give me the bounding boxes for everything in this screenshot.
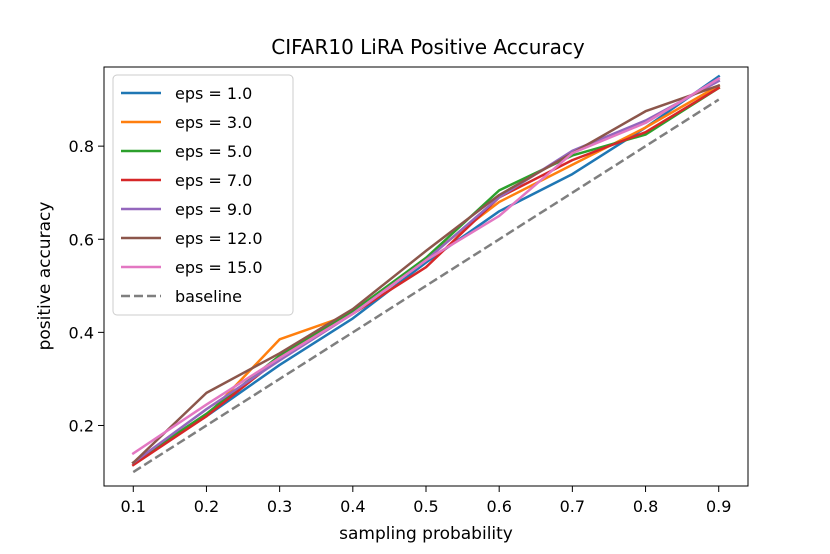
- series-line-0: [131, 74, 721, 465]
- legend-label-0: eps = 1.0: [175, 84, 252, 103]
- series-line-7: [132, 98, 720, 474]
- chart-title: CIFAR10 LiRA Positive Accuracy: [271, 35, 585, 59]
- x-tick-label: 0.6: [486, 497, 511, 516]
- legend-label-1: eps = 3.0: [175, 113, 252, 132]
- series-line-6: [131, 76, 721, 456]
- series-line-3: [131, 86, 721, 467]
- y-tick-label: 0.6: [69, 230, 94, 249]
- x-tick-label: 0.5: [413, 497, 438, 516]
- x-tick-label: 0.3: [267, 497, 292, 516]
- x-tick-label: 0.1: [121, 497, 146, 516]
- legend-label-6: eps = 15.0: [175, 258, 263, 277]
- x-tick-label: 0.8: [633, 497, 658, 516]
- legend-label-5: eps = 12.0: [175, 229, 263, 248]
- plot-area: [131, 74, 721, 474]
- legend-box: [112, 74, 294, 316]
- legend-label-7: baseline: [175, 287, 242, 306]
- series-line-5: [131, 84, 721, 465]
- x-axis-label: sampling probability: [339, 524, 513, 544]
- legend: eps = 1.0 eps = 3.0 eps = 5.0 eps = 7.0 eps …: [112, 74, 294, 316]
- legend-label-4: eps = 9.0: [175, 200, 252, 219]
- legend-label-2: eps = 5.0: [175, 142, 252, 161]
- x-tick-label: 0.4: [340, 497, 365, 516]
- x-tick-label: 0.9: [706, 497, 731, 516]
- x-axis: 0.1 0.2 0.3 0.4 0.5 0.6 0.7 0.8 0.9: [121, 486, 731, 516]
- y-tick-label: 0.2: [69, 416, 94, 435]
- x-tick-label: 0.7: [560, 497, 585, 516]
- legend-label-3: eps = 7.0: [175, 171, 252, 190]
- y-tick-label: 0.4: [69, 323, 94, 342]
- x-tick-label: 0.2: [194, 497, 219, 516]
- y-tick-label: 0.8: [69, 137, 94, 156]
- y-axis-label: positive accuracy: [35, 202, 55, 351]
- y-axis: 0.2 0.4 0.6 0.8: [69, 137, 104, 435]
